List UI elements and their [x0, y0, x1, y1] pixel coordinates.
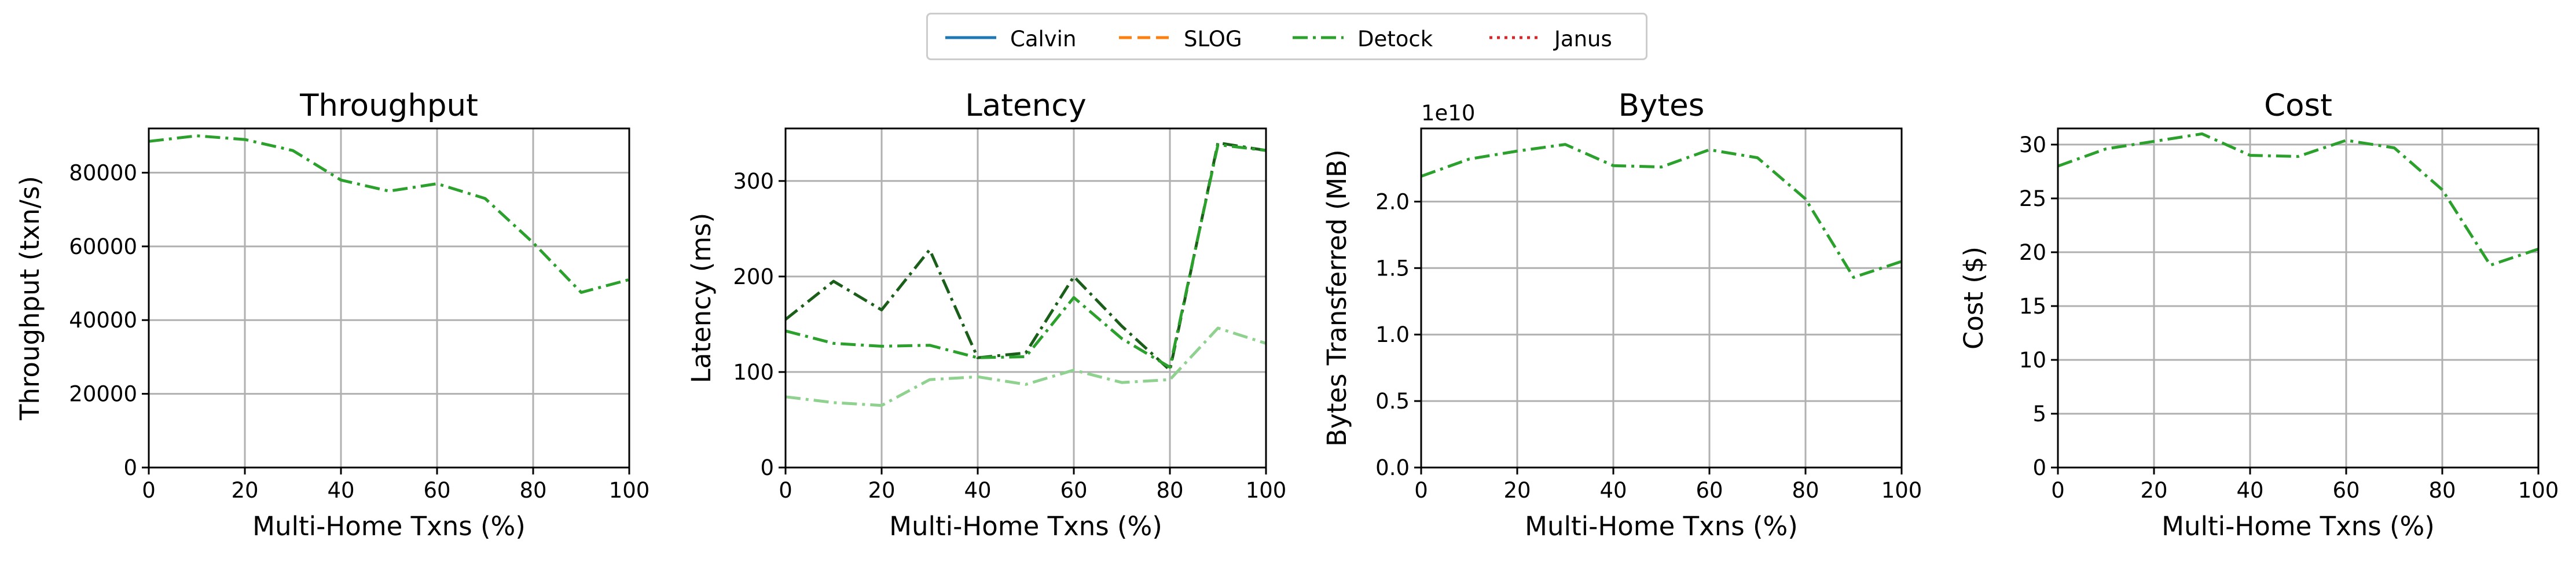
x-tick-label: 40 [964, 478, 991, 503]
series-line-detock [2057, 132, 2539, 267]
y-scale-offset-label: 1e10 [1421, 101, 1475, 126]
y-tick-label: 0.0 [1375, 455, 1410, 480]
y-axis-label: Cost ($) [1958, 246, 1989, 349]
chart-panel-cost: 0 20 40 60 80 100 0 5 10 15 20 25 30 Cost Multi-Home T… [1958, 88, 2559, 542]
x-tick-label: 100 [2518, 478, 2559, 503]
y-tick-label: 0 [2032, 455, 2046, 480]
y-tick-label: 10 [2019, 348, 2046, 373]
legend-label: Calvin [1010, 27, 1077, 51]
y-tick-label: 20000 [69, 382, 137, 407]
legend-label: Detock [1357, 27, 1433, 51]
y-tick-label: 80000 [69, 160, 137, 185]
chart-panel-throughput: 0 20 40 60 80 100 0 20000 40000 60000 80000 Through… [14, 88, 649, 542]
y-tick-label: 1.0 [1375, 322, 1410, 347]
x-tick-label: 80 [519, 478, 546, 503]
chart-title: Bytes [1619, 88, 1705, 123]
legend-label: SLOG [1184, 27, 1242, 51]
legend-swatch [1489, 36, 1540, 39]
x-tick-label: 100 [1881, 478, 1922, 503]
plot-frame [2057, 127, 2540, 469]
legend-swatch [1293, 36, 1344, 39]
x-tick-label: 80 [1792, 478, 1819, 503]
y-tick-label: 0 [123, 455, 137, 480]
x-tick-label: 80 [2428, 478, 2456, 503]
x-tick-label: 100 [1246, 478, 1287, 503]
y-tick-label: 100 [733, 360, 774, 385]
y-tick-label: 1.5 [1375, 256, 1410, 281]
chart-panel-latency: 0 20 40 60 80 100 0 100 200 300 Latency Multi-Home … [686, 88, 1286, 542]
x-tick-label: 60 [1060, 478, 1087, 503]
chart-title: Cost [2264, 88, 2332, 123]
y-tick-label: 0.5 [1375, 389, 1410, 414]
x-tick-label: 80 [1156, 478, 1183, 503]
legend-entry-slog: SLOG [1113, 14, 1275, 58]
y-tick-label: 20 [2019, 240, 2046, 265]
y-axis-label: Bytes Transferred (MB) [1322, 149, 1352, 447]
legend-swatch [945, 36, 996, 39]
x-tick-label: 20 [2140, 478, 2167, 503]
chart-title: Throughput [299, 88, 478, 123]
x-tick-label: 0 [1414, 478, 1428, 503]
x-tick-label: 0 [142, 478, 156, 503]
y-tick-label: 25 [2019, 186, 2046, 211]
series-line-2 [785, 143, 1267, 369]
x-tick-label: 20 [231, 478, 258, 503]
x-tick-label: 40 [1599, 478, 1627, 503]
chart-title: Latency [965, 88, 1087, 123]
legend-entry-detock: Detock [1287, 14, 1449, 58]
series-line-detock [1421, 143, 1902, 279]
x-axis-label: Multi-Home Txns (%) [2162, 511, 2435, 542]
plot-frame [1420, 127, 1903, 469]
legend-entry-calvin: Calvin [940, 14, 1102, 58]
x-tick-label: 20 [1503, 478, 1531, 503]
legend-entry-janus: Janus [1484, 14, 1646, 58]
y-tick-label: 200 [733, 264, 774, 289]
x-tick-label: 60 [2332, 478, 2360, 503]
legend-swatch [1119, 36, 1170, 39]
plot-frame [148, 127, 630, 469]
x-tick-label: 60 [1696, 478, 1723, 503]
legend-label: Janus [1554, 27, 1612, 51]
x-axis-label: Multi-Home Txns (%) [1525, 511, 1798, 542]
y-tick-label: 5 [2032, 402, 2046, 426]
y-tick-label: 0 [760, 455, 774, 480]
x-axis-label: Multi-Home Txns (%) [252, 511, 526, 542]
chart-panel-bytes: 0 20 40 60 80 100 0.0 0.5 1.0 1.5 2.0 Bytes Multi-Ho… [1322, 88, 1922, 542]
y-tick-label: 30 [2019, 133, 2046, 157]
x-tick-label: 0 [2051, 478, 2065, 503]
x-tick-label: 0 [779, 478, 792, 503]
y-tick-label: 300 [733, 169, 774, 194]
y-tick-label: 60000 [69, 234, 137, 259]
y-tick-label: 40000 [69, 308, 137, 333]
y-axis-label: Latency (ms) [686, 213, 717, 384]
plot-frame [784, 127, 1267, 469]
y-axis-label: Throughput (txn/s) [14, 176, 45, 421]
x-tick-label: 100 [609, 478, 650, 503]
x-tick-label: 40 [2236, 478, 2263, 503]
y-tick-label: 15 [2019, 294, 2046, 319]
x-tick-label: 40 [327, 478, 354, 503]
x-tick-label: 20 [868, 478, 895, 503]
legend: Calvin SLOG Detock Janus [926, 13, 1647, 60]
y-tick-label: 2.0 [1375, 189, 1410, 214]
series-line-3 [785, 326, 1267, 407]
x-axis-label: Multi-Home Txns (%) [889, 511, 1162, 542]
x-tick-label: 60 [423, 478, 450, 503]
series-line-detock [148, 134, 630, 294]
